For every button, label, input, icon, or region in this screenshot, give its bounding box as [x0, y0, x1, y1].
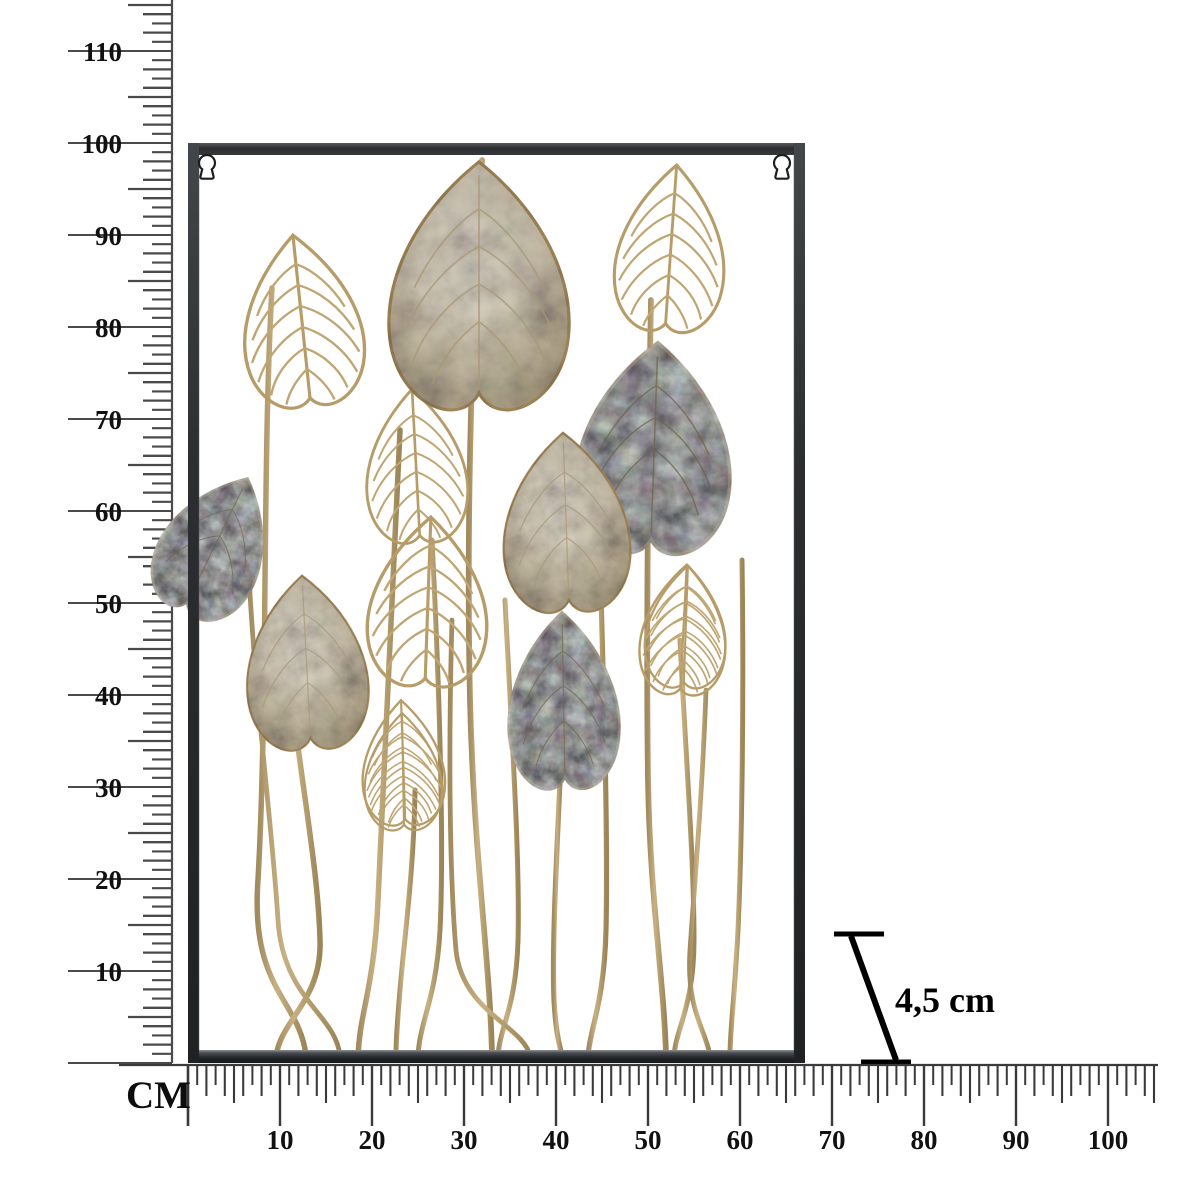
horizontal-ruler-label: 40	[543, 1125, 570, 1155]
vertical-ruler-label: 30	[95, 773, 122, 803]
vertical-ruler-ticks	[68, 3, 172, 1064]
metal-leaf-wall-art	[135, 143, 805, 1063]
frame-top-rail	[188, 143, 805, 155]
keyhole-hanger-right	[772, 153, 792, 180]
depth-callout: 4,5 cm	[834, 931, 995, 1065]
horizontal-ruler-ticks	[186, 1065, 1156, 1126]
horizontal-ruler-label: 80	[911, 1125, 938, 1155]
horizontal-ruler-label: 90	[1003, 1125, 1030, 1155]
vertical-ruler-label: 20	[95, 865, 122, 895]
stem	[687, 687, 713, 1059]
vertical-ruler-label: 50	[95, 589, 122, 619]
vertical-ruler-label: 70	[95, 405, 122, 435]
horizontal-ruler-label: 100	[1088, 1125, 1129, 1155]
horizontal-ruler-label: 60	[727, 1125, 754, 1155]
horizontal-ruler-label: 20	[359, 1125, 386, 1155]
vertical-ruler-labels: 10 20 30 40 50 60 70 80 90 100 110	[82, 37, 123, 987]
product-frame	[188, 143, 805, 1063]
unit-label-cm: CM	[126, 1074, 191, 1117]
leaf-solid-dark-center-lower	[505, 609, 622, 792]
leaf-solid-pale-left-lower	[240, 571, 373, 754]
horizontal-ruler-label: 70	[819, 1125, 846, 1155]
depth-callout-leader-line	[848, 934, 899, 1062]
depth-callout-label: 4,5 cm	[895, 980, 995, 1020]
horizontal-ruler-label: 10	[267, 1125, 294, 1155]
horizontal-ruler-label: 30	[451, 1125, 478, 1155]
leaf-solid-pale-top-center	[387, 160, 571, 412]
horizontal-ruler: 10 20 30 40 50 60 70 80 90 100	[119, 1063, 1158, 1155]
stem	[254, 285, 309, 1059]
keyhole-hanger-left	[197, 153, 217, 180]
vertical-ruler: 10 20 30 40 50 60 70 80 90 100 110	[68, 0, 174, 1064]
horizontal-ruler-labels: 10 20 30 40 50 60 70 80 90 100	[267, 1125, 1129, 1155]
frame-right-rail	[794, 143, 805, 1063]
horizontal-ruler-label: 50	[635, 1125, 662, 1155]
leaf-solid-pale-mid-center	[498, 429, 634, 616]
vertical-ruler-label: 60	[95, 497, 122, 527]
stem	[447, 617, 533, 1059]
vertical-ruler-label: 40	[95, 681, 122, 711]
vertical-ruler-label: 10	[95, 957, 122, 987]
stem	[393, 787, 418, 1059]
stem	[355, 427, 403, 1059]
vertical-ruler-label: 80	[95, 313, 122, 343]
frame-left-rail	[188, 143, 199, 1063]
stem	[415, 537, 445, 1059]
frame-bottom-rail	[188, 1050, 805, 1063]
vertical-ruler-label: 110	[83, 37, 122, 67]
stem	[550, 777, 565, 1059]
vertical-ruler-label: 100	[82, 129, 123, 159]
stem	[727, 557, 746, 1059]
vertical-ruler-label: 90	[95, 221, 122, 251]
